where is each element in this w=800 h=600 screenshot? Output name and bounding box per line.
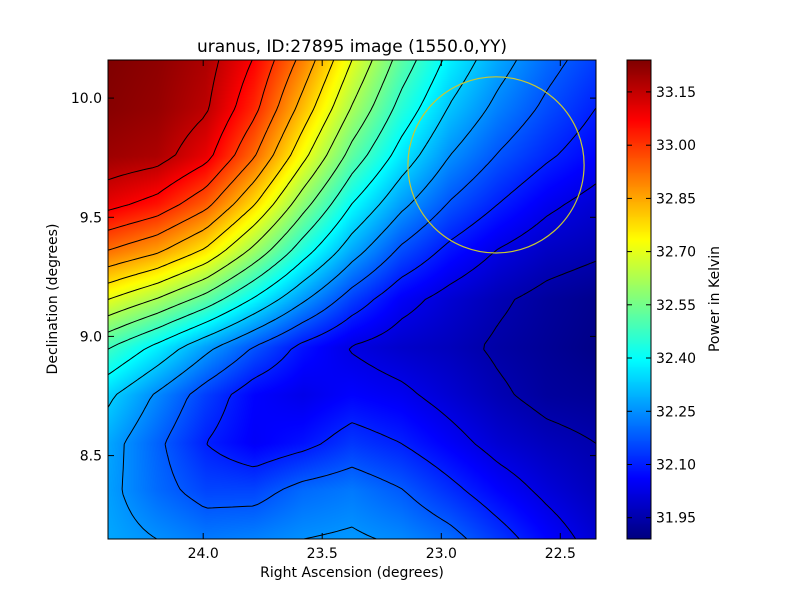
y-tick-label: 9.0 — [80, 329, 102, 345]
heatmap-plot: 24.0 23.5 23.0 22.5 8.5 9.0 9.5 10.0 — [71, 59, 597, 562]
contour-line-7 — [107, 59, 417, 350]
contour-line-9 — [107, 59, 373, 317]
x-tick-label: 23.5 — [307, 546, 338, 562]
y-tick-label: 10.0 — [71, 91, 102, 107]
contour-line-10 — [107, 59, 353, 300]
contour-line-8 — [107, 59, 394, 333]
colorbar-tick-label: 32.25 — [656, 404, 696, 420]
contour-line-5 — [107, 59, 477, 408]
colorbar-ticks: 31.95 32.10 32.25 32.40 32.55 32.70 32.85 33.00… — [627, 85, 696, 527]
colorbar: 31.95 32.10 32.25 32.40 32.55 32.70 32.85 33.00… — [626, 59, 723, 540]
annotation-circle — [407, 76, 585, 254]
contour-line-16 — [107, 59, 220, 181]
colorbar-gradient — [627, 60, 651, 539]
y-tick-label: 9.5 — [80, 210, 102, 226]
contour-lines — [107, 59, 597, 540]
contour-line-15 — [107, 59, 253, 211]
y-tick-label: 8.5 — [80, 449, 102, 465]
chart-title: uranus, ID:27895 image (1550.0,YY) — [197, 37, 507, 57]
contour-line-14 — [107, 59, 275, 231]
x-axis-label: Right Ascension (degrees) — [260, 565, 444, 581]
colorbar-tick-label: 32.85 — [656, 191, 696, 207]
x-tick-label: 24.0 — [188, 546, 219, 562]
contour-line-13 — [107, 59, 297, 251]
y-axis-ticks: 8.5 9.0 9.5 10.0 — [71, 91, 596, 465]
colorbar-tick-label: 33.15 — [656, 85, 696, 101]
colorbar-tick-label: 32.40 — [656, 351, 696, 367]
contour-line-11 — [107, 59, 335, 284]
colorbar-gradient-frame — [627, 60, 651, 539]
contour-line-1 — [348, 183, 597, 540]
colorbar-tick-label: 33.00 — [656, 138, 696, 154]
contour-line-4 — [121, 59, 518, 540]
contour-line-12 — [107, 59, 316, 268]
contour-line-3 — [164, 59, 568, 540]
x-tick-label: 23.0 — [426, 546, 457, 562]
contour-line-2 — [206, 107, 597, 540]
x-tick-label: 22.5 — [545, 546, 576, 562]
x-axis-ticks: 24.0 23.5 23.0 22.5 — [188, 60, 576, 562]
plot-frame — [107, 59, 597, 540]
colorbar-label: Power in Kelvin — [707, 246, 723, 352]
colorbar-tick-label: 32.10 — [656, 458, 696, 474]
contour-line-0 — [483, 260, 597, 444]
y-axis-label: Declination (degrees) — [45, 224, 61, 375]
colorbar-tick-label: 31.95 — [656, 511, 696, 527]
colorbar-frame — [626, 59, 652, 540]
colorbar-tick-label: 32.55 — [656, 298, 696, 314]
colorbar-tick-label: 32.70 — [656, 245, 696, 261]
